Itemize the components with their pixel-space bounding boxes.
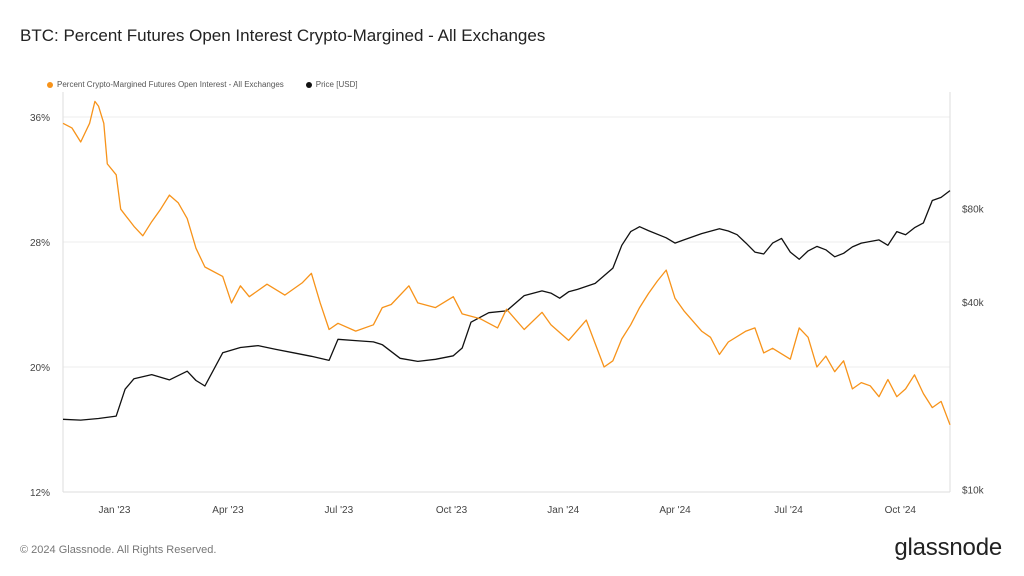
brand-logo: glassnode	[894, 534, 1002, 561]
y-left-tick: 36%	[30, 113, 50, 124]
series-line-price	[62, 190, 951, 421]
legend-swatch-price	[305, 81, 312, 88]
legend-swatch-oi	[47, 81, 53, 88]
x-tick: Jan '24	[547, 505, 579, 516]
legend-item-price[interactable]: Price [USD]	[305, 80, 358, 89]
legend-label-oi: Percent Crypto-Margined Futures Open Int…	[57, 80, 284, 89]
x-tick: Oct '23	[436, 505, 468, 516]
x-tick: Apr '24	[659, 505, 691, 516]
x-tick: Jul '24	[774, 505, 803, 516]
y-left-tick: 20%	[30, 363, 50, 374]
legend-item-oi[interactable]: Percent Crypto-Margined Futures Open Int…	[47, 80, 284, 89]
x-tick: Jul '23	[325, 505, 354, 516]
chart-title: BTC: Percent Futures Open Interest Crypt…	[20, 26, 546, 45]
x-tick: Oct '24	[885, 505, 917, 516]
x-tick: Apr '23	[212, 505, 244, 516]
y-right-tick: $40k	[962, 298, 985, 309]
x-tick: Jan '23	[98, 505, 130, 516]
chart-legend: Percent Crypto-Margined Futures Open Int…	[47, 80, 358, 89]
legend-label-price: Price [USD]	[315, 80, 358, 89]
y-left-tick: 12%	[30, 488, 50, 499]
y-right-tick: $10k	[962, 485, 985, 496]
y-left-tick: 28%	[30, 238, 50, 249]
series-line-oi	[62, 100, 951, 426]
y-right-tick: $80k	[962, 205, 985, 216]
copyright-text: © 2024 Glassnode. All Rights Reserved.	[20, 544, 217, 556]
